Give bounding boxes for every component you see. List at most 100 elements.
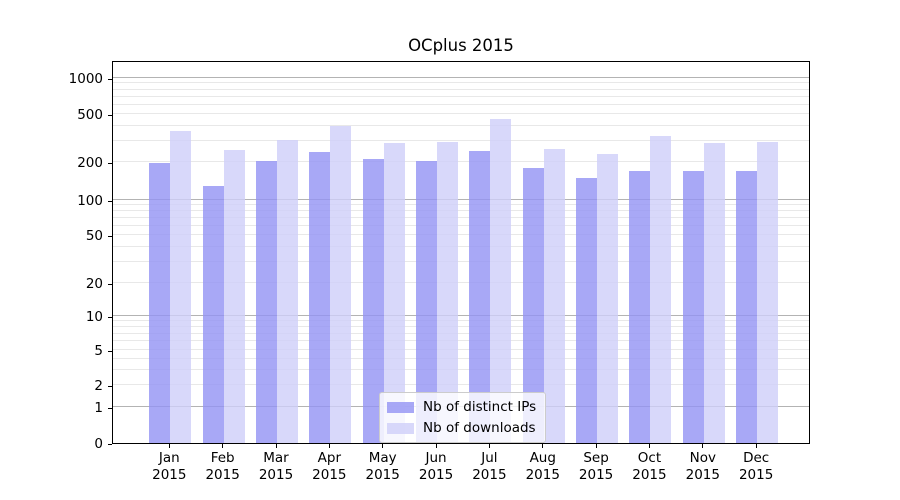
- y-tick-mark: [108, 236, 112, 237]
- plot-area: Nb of distinct IPs Nb of downloads: [112, 61, 810, 444]
- bar-downloads-jun: [437, 141, 459, 443]
- bar-distinct-ips-jun: [416, 160, 438, 443]
- x-axis-tick-label: Sep 2015: [578, 450, 614, 483]
- bar-downloads-sep: [597, 153, 619, 443]
- x-tick-mark: [328, 444, 330, 448]
- y-tick-mark: [108, 317, 112, 318]
- gridline-minor: [113, 95, 809, 97]
- bar-distinct-ips-jan: [149, 163, 171, 443]
- x-tick-mark: [488, 444, 490, 448]
- chart-title: OCplus 2015: [408, 36, 514, 55]
- x-axis-tick-label: Nov 2015: [685, 450, 720, 483]
- x-axis-tick-label: Apr 2015: [312, 450, 347, 483]
- bar-downloads-aug: [543, 149, 565, 443]
- x-axis-tick-label: Jul 2015: [472, 450, 507, 483]
- y-axis-tick-label: 5: [94, 343, 103, 359]
- bar-downloads-dec: [757, 141, 779, 443]
- gridline-minor: [113, 113, 809, 114]
- gridline-minor: [113, 384, 809, 385]
- legend-label-distinct-ips: Nb of distinct IPs: [423, 399, 537, 415]
- legend-item-downloads: Nb of downloads: [387, 420, 536, 436]
- x-axis-tick-label: Jan 2015: [152, 450, 187, 483]
- x-axis-tick-label: May 2015: [365, 450, 400, 483]
- gridline-minor: [113, 88, 809, 90]
- y-tick-mark: [108, 284, 112, 285]
- y-tick-mark: [108, 351, 112, 352]
- x-tick-mark: [275, 444, 277, 448]
- y-tick-mark: [108, 444, 112, 445]
- x-tick-mark: [542, 444, 544, 448]
- gridline-minor: [113, 124, 809, 126]
- bar-downloads-mar: [277, 139, 298, 443]
- bar-distinct-ips-may: [362, 159, 384, 443]
- x-axis-tick-label: Jun 2015: [418, 450, 454, 483]
- y-axis-tick-label: 500: [77, 107, 103, 123]
- bar-downloads-may: [383, 143, 405, 443]
- y-axis-tick-label: 1000: [68, 71, 103, 87]
- bar-downloads-apr: [330, 126, 352, 443]
- y-axis-tick-label: 1: [94, 400, 103, 416]
- x-axis-tick-label: Aug 2015: [525, 450, 560, 483]
- bar-distinct-ips-sep: [576, 177, 598, 443]
- bar-downloads-jul: [490, 118, 512, 443]
- y-tick-mark: [108, 115, 112, 116]
- y-axis-tick-label: 2: [94, 378, 103, 394]
- x-axis-tick-label: Mar 2015: [258, 450, 294, 483]
- legend: Nb of distinct IPs Nb of downloads: [379, 392, 547, 443]
- gridline-minor: [113, 260, 809, 262]
- legend-label-downloads: Nb of downloads: [423, 420, 536, 436]
- x-tick-mark: [702, 444, 704, 448]
- x-axis-tick-label: Feb 2015: [205, 450, 240, 483]
- legend-swatch-distinct-ips-icon: [387, 401, 414, 413]
- legend-swatch-downloads-icon: [387, 422, 414, 434]
- bar-downloads-oct: [650, 135, 672, 443]
- bar-downloads-feb: [223, 150, 245, 443]
- gridline-minor: [113, 204, 809, 206]
- x-tick-mark: [595, 444, 597, 448]
- y-axis-tick-label: 200: [77, 155, 103, 171]
- gridline-minor: [113, 103, 809, 105]
- gridline-minor: [113, 349, 809, 350]
- gridline-minor: [113, 282, 809, 283]
- legend-item-distinct-ips: Nb of distinct IPs: [387, 399, 536, 415]
- y-tick-mark: [108, 163, 112, 164]
- gridline-minor: [113, 245, 809, 247]
- x-tick-mark: [755, 444, 757, 448]
- x-tick-mark: [382, 444, 384, 448]
- gridline-major: [113, 315, 809, 316]
- y-tick-mark: [108, 408, 112, 409]
- y-tick-mark: [108, 79, 112, 80]
- gridline-minor: [113, 332, 809, 334]
- gridline-minor: [113, 320, 809, 322]
- y-axis-tick-label: 50: [85, 228, 103, 244]
- y-axis-tick-label: 10: [85, 309, 103, 325]
- bar-distinct-ips-nov: [682, 170, 704, 443]
- y-tick-mark: [108, 201, 112, 202]
- gridline-minor: [113, 368, 809, 370]
- gridline-minor: [113, 357, 809, 359]
- gridline-minor: [113, 234, 809, 235]
- bar-distinct-ips-jul: [469, 151, 491, 443]
- gridline-minor: [113, 340, 809, 342]
- gridline-minor: [113, 325, 809, 327]
- gridline-minor: [113, 82, 809, 84]
- gridline-minor: [113, 217, 809, 219]
- x-axis-tick-label: Oct 2015: [632, 450, 667, 483]
- bar-distinct-ips-mar: [256, 160, 277, 443]
- y-axis-tick-label: 20: [85, 276, 103, 292]
- y-tick-mark: [108, 386, 112, 387]
- bar-distinct-ips-dec: [736, 170, 758, 443]
- bar-distinct-ips-feb: [202, 185, 224, 443]
- gridline-major: [113, 77, 809, 78]
- x-axis-tick-label: Dec 2015: [738, 450, 774, 483]
- bar-distinct-ips-aug: [522, 167, 544, 443]
- bar-distinct-ips-oct: [629, 170, 651, 443]
- gridline-minor: [113, 210, 809, 212]
- gridline-major: [113, 199, 809, 200]
- x-tick-mark: [168, 444, 170, 448]
- x-tick-mark: [435, 444, 437, 448]
- y-axis-tick-label: 0: [94, 436, 103, 452]
- x-tick-mark: [222, 444, 224, 448]
- bar-downloads-nov: [703, 143, 725, 443]
